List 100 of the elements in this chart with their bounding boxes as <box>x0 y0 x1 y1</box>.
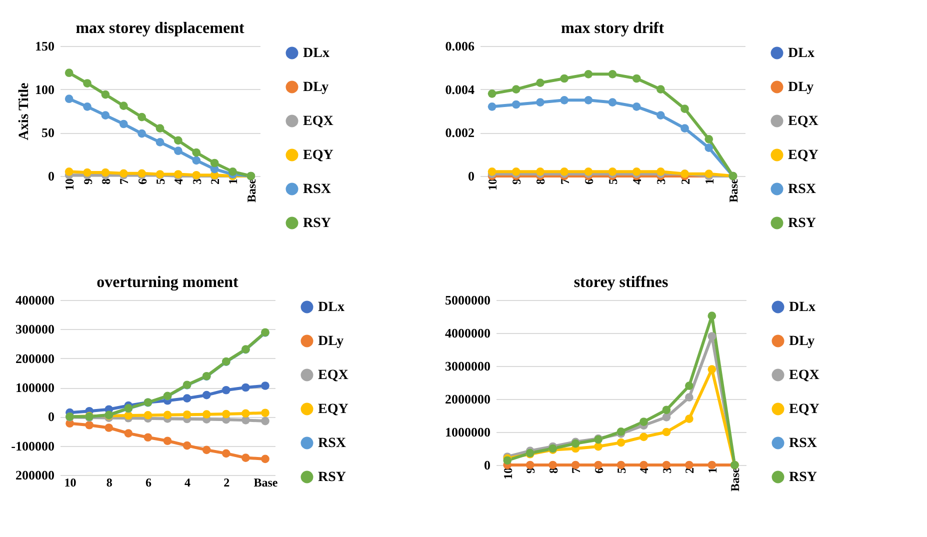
point <box>616 438 626 447</box>
x-tick-label: 7 <box>569 468 584 474</box>
point <box>261 408 270 418</box>
legend-label: EQX <box>318 368 348 383</box>
point <box>182 394 192 402</box>
point <box>138 129 146 138</box>
point <box>192 148 201 157</box>
point <box>101 168 110 177</box>
point <box>174 136 182 145</box>
point <box>85 420 94 430</box>
legend-label: DLx <box>789 300 816 315</box>
point <box>222 449 230 458</box>
x-tick-label: 6 <box>592 468 606 474</box>
x-tick-label: 8 <box>98 178 113 184</box>
point <box>704 144 714 152</box>
point <box>662 412 671 422</box>
legend-label: RSY <box>789 470 818 485</box>
legend-label: EQY <box>318 402 348 417</box>
x-tick-label: 9 <box>80 178 95 184</box>
point <box>656 85 665 94</box>
point <box>261 416 270 426</box>
point <box>163 410 172 420</box>
point <box>182 441 192 450</box>
y-tick-label: 2000000 <box>445 392 490 406</box>
point <box>608 98 617 107</box>
legend-label: RSX <box>318 436 346 451</box>
point <box>560 96 568 104</box>
y-tick-label: 50 <box>42 125 54 140</box>
y-tick-label: 0.006 <box>445 38 475 54</box>
point <box>512 85 520 94</box>
x-tick-label: 10 <box>62 178 77 190</box>
legend-label: EQY <box>788 148 818 163</box>
legend-label: EQX <box>788 114 818 129</box>
point <box>708 365 716 374</box>
point <box>608 70 617 78</box>
y-tick-label: 200000 <box>16 468 54 482</box>
point <box>182 410 192 419</box>
point <box>156 138 164 146</box>
legend-label: RSX <box>789 436 818 451</box>
y-tick-label: 1000000 <box>445 424 490 440</box>
legend-label: DLx <box>788 46 814 61</box>
y-tick-label: 150 <box>35 38 54 54</box>
y-tick-label: 300000 <box>16 322 54 337</box>
y-tick-label: 100 <box>35 82 54 97</box>
point <box>228 167 237 176</box>
point <box>594 442 602 451</box>
y-tick-label: 4000000 <box>445 326 490 340</box>
legend-label: DLx <box>303 46 330 61</box>
y-tick-label: 0.002 <box>445 125 474 140</box>
point <box>584 70 593 78</box>
point <box>536 167 544 176</box>
point <box>104 424 114 432</box>
chart-title: max story drift <box>560 20 665 37</box>
legend-label: RSX <box>788 182 816 197</box>
legend-label: RSY <box>318 470 346 485</box>
point <box>632 167 641 176</box>
point <box>101 90 110 99</box>
point <box>488 102 496 111</box>
point <box>64 167 74 176</box>
x-tick-label: 1 <box>702 178 716 184</box>
point <box>261 454 270 464</box>
x-tick-label: 5 <box>606 178 620 184</box>
point <box>261 382 270 390</box>
point <box>64 68 74 78</box>
point <box>210 158 219 168</box>
point <box>202 446 211 454</box>
point <box>685 382 694 390</box>
y-tick-label: 400000 <box>16 292 54 308</box>
legend-label: DLx <box>318 300 344 315</box>
text: DLy <box>789 334 815 349</box>
point <box>656 167 665 176</box>
x-tick-label: 5 <box>614 468 628 474</box>
legend-label: DLy <box>318 334 344 349</box>
legend-label: EQX <box>789 368 820 383</box>
point <box>708 332 716 340</box>
chart-title: storey stiffnes <box>574 274 668 291</box>
point <box>685 393 694 402</box>
x-tick-label: 6 <box>135 178 150 184</box>
point <box>584 167 593 176</box>
y-tick-label: 3000000 <box>445 358 490 374</box>
chart-title: max storey displacement <box>76 20 245 37</box>
y-tick-label: -100000 <box>11 438 54 454</box>
point <box>144 433 152 442</box>
y-tick-label: 100000 <box>16 380 54 395</box>
y-tick-label: 0 <box>48 168 54 184</box>
legend-label: RSY <box>788 216 816 231</box>
x-tick-label: 10 <box>64 476 76 490</box>
point <box>222 410 230 418</box>
point <box>101 111 110 120</box>
point <box>662 428 671 436</box>
point <box>685 414 694 423</box>
x-tick-label: 7 <box>117 178 132 184</box>
x-tick-label: Base <box>244 178 258 202</box>
point <box>202 390 211 400</box>
legend-label: DLy <box>303 80 329 95</box>
legend-label: DLy <box>788 80 814 95</box>
point <box>512 100 520 109</box>
y-axis-title: Axis Title <box>17 82 32 140</box>
x-tick-label: 5 <box>154 178 168 184</box>
point <box>488 167 496 176</box>
